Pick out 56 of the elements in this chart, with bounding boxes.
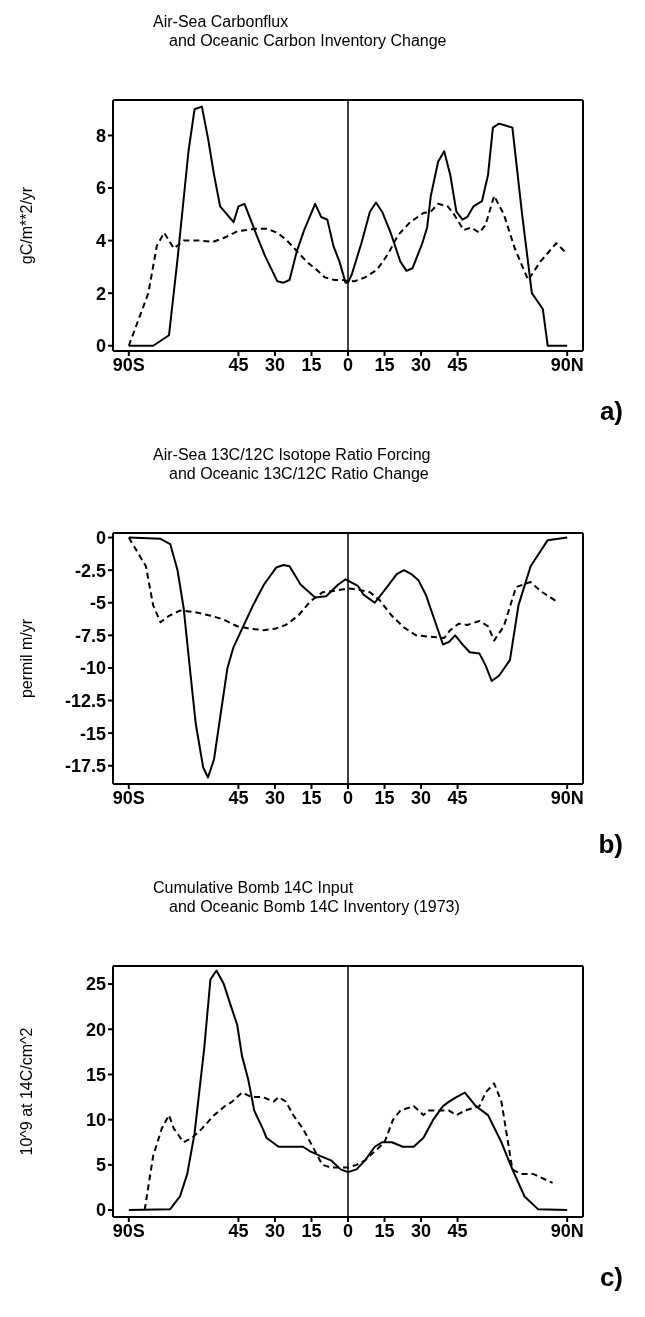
x-tick-label: 45 — [447, 354, 468, 375]
x-tick-label: 45 — [228, 354, 249, 375]
y-tick-label: 15 — [85, 1064, 106, 1085]
x-tick-label: 15 — [374, 354, 395, 375]
y-tick-label: 10 — [85, 1110, 106, 1131]
y-tick-label: 0 — [95, 1200, 106, 1221]
x-tick-label: 15 — [301, 787, 322, 808]
x-tick-label: 30 — [411, 354, 432, 375]
x-tick-label: 30 — [411, 787, 432, 808]
y-tick-label: 8 — [95, 125, 106, 146]
y-tick-label: 0 — [95, 336, 106, 357]
y-tick-label: -15 — [79, 723, 106, 744]
x-tick-label: 15 — [374, 787, 395, 808]
x-tick-label: 15 — [301, 1220, 322, 1241]
x-tick-label: 30 — [411, 1220, 432, 1241]
y-tick-label: 25 — [85, 974, 106, 995]
x-tick-label: 15 — [301, 354, 322, 375]
y-axis-title: gC/m**2/yr — [17, 186, 35, 265]
x-tick-label: 90S — [112, 787, 145, 808]
x-tick-label: 30 — [264, 787, 285, 808]
y-tick-label: 20 — [85, 1019, 106, 1040]
text: b) — [598, 829, 623, 860]
y-tick-label: 5 — [95, 1155, 106, 1176]
x-tick-label: 90S — [112, 354, 145, 375]
x-tick-label: 90N — [550, 787, 584, 808]
chart-title: Air-Sea Carbonflux and Oceanic Carbon Inventory Change — [153, 12, 448, 50]
x-tick-label: 30 — [264, 354, 285, 375]
x-tick-label: 0 — [342, 787, 354, 808]
x-tick-label: 90N — [550, 1220, 584, 1241]
x-tick-label: 90S — [112, 1220, 145, 1241]
x-tick-label: 0 — [342, 354, 354, 375]
y-tick-label: -7.5 — [74, 625, 106, 646]
chart-title: Cumulative Bomb 14C Input and Oceanic Bomb 14C Inventory (1973) — [153, 878, 461, 916]
x-tick-label: 15 — [374, 1220, 395, 1241]
y-tick-label: 6 — [95, 178, 106, 199]
text: a) — [599, 396, 623, 427]
y-tick-label: -10 — [79, 658, 106, 679]
y-axis-title: permil m/yr — [17, 618, 35, 699]
chart-title: Air-Sea 13C/12C Isotope Ratio Forcing and Oceanic 13C/12C Ratio Change — [153, 445, 432, 483]
y-tick-label: -5 — [89, 593, 106, 614]
y-tick-label: -17.5 — [64, 756, 106, 777]
y-tick-label: 0 — [95, 527, 106, 548]
y-axis-title: 10^9 at 14C/cm^2 — [17, 1027, 35, 1156]
y-tick-label: 2 — [95, 283, 106, 304]
x-tick-label: 45 — [447, 787, 468, 808]
y-tick-label: 4 — [95, 231, 106, 251]
text: c) — [599, 1262, 623, 1293]
x-tick-label: 90N — [550, 354, 584, 375]
x-tick-label: 45 — [228, 787, 249, 808]
x-tick-label: 45 — [228, 1220, 249, 1241]
x-tick-label: 0 — [342, 1220, 354, 1241]
y-tick-label: -2.5 — [74, 560, 106, 581]
line-series — [127, 969, 569, 1212]
y-tick-label: -12.5 — [64, 690, 106, 711]
x-tick-label: 30 — [264, 1220, 285, 1241]
x-tick-label: 45 — [447, 1220, 468, 1241]
